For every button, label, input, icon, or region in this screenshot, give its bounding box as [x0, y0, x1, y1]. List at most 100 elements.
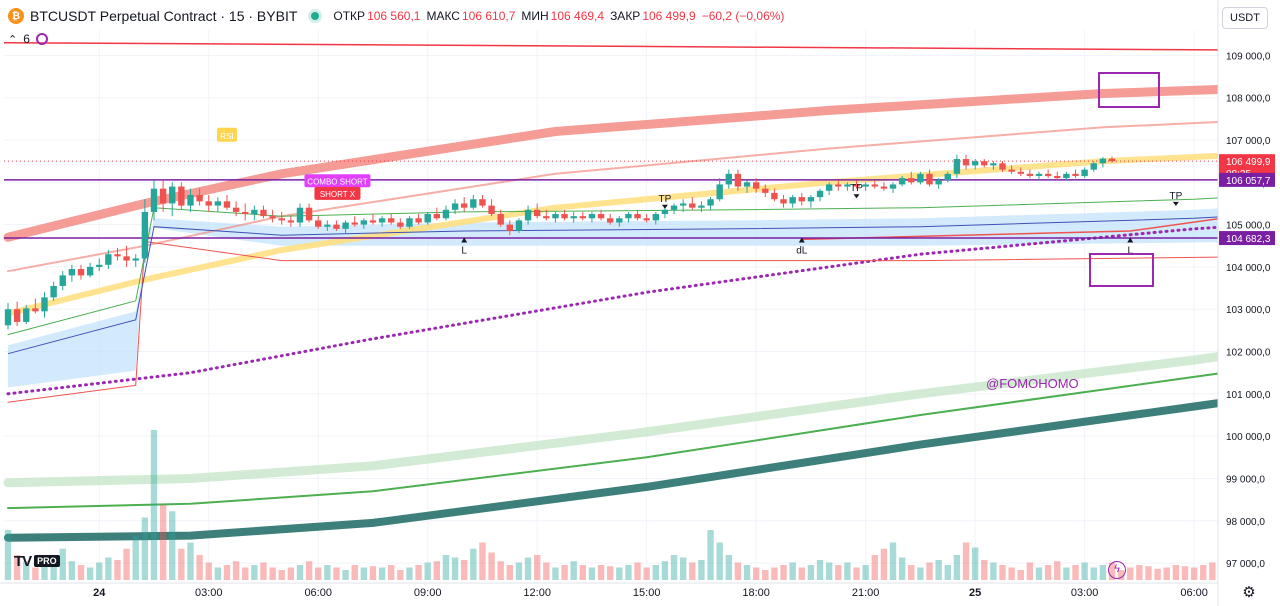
- candle-body: [880, 186, 888, 189]
- candle-body: [4, 309, 12, 326]
- candle-body: [178, 186, 185, 206]
- candle-body: [771, 192, 778, 200]
- volume-bar: [780, 565, 787, 580]
- time-tick-label: 12:00: [523, 587, 551, 599]
- indicators-toggle[interactable]: ⌃ 6: [8, 31, 48, 47]
- time-tick-label: 06:00: [304, 587, 332, 599]
- candle-body: [315, 220, 322, 227]
- high-label: МАКС: [426, 9, 460, 23]
- candle-body: [41, 297, 48, 312]
- volume-bar: [242, 567, 249, 580]
- eye-icon[interactable]: [35, 33, 48, 45]
- candle-body: [415, 218, 422, 223]
- volume-bar: [853, 567, 860, 580]
- volume-bar: [880, 548, 888, 580]
- price-label-bg: [1219, 172, 1275, 187]
- candle-body: [789, 197, 796, 204]
- volume-bar: [96, 562, 103, 580]
- volume-bar: [634, 562, 641, 580]
- volume-bar: [50, 557, 57, 580]
- candle-body: [953, 159, 961, 174]
- low-value: 106 469,4: [550, 9, 605, 23]
- volume-bar: [1190, 567, 1198, 580]
- signal-icon[interactable]: ϟ: [1108, 561, 1126, 579]
- chevron-up-icon[interactable]: ⌃: [8, 33, 18, 46]
- change-value: −60,2 (−0,06%): [701, 9, 785, 23]
- candle-body: [287, 220, 295, 223]
- series-band-red-upper: [3, 82, 1280, 242]
- short-x-label: SHORT X: [320, 190, 356, 199]
- rsi-signal-label: RSI: [220, 132, 233, 141]
- candle-body: [908, 178, 915, 183]
- volume-bar: [588, 567, 596, 580]
- volume-bar: [451, 557, 459, 580]
- volume-bar: [862, 565, 869, 580]
- candle-body: [278, 218, 285, 221]
- combo-short-label: COMBO SHORT: [307, 177, 367, 186]
- volume-bar: [1035, 567, 1043, 580]
- candle-body: [1090, 163, 1097, 170]
- candle-body: [807, 197, 815, 202]
- volume-bar: [32, 567, 39, 580]
- volume-bar: [214, 567, 222, 580]
- volume-bar: [223, 565, 231, 580]
- long-label: L: [1127, 246, 1133, 257]
- candle-body: [944, 173, 951, 181]
- price-tick-label: 97 000,0: [1226, 559, 1265, 570]
- volume-bar: [1163, 567, 1170, 580]
- long-arrow: [461, 237, 468, 243]
- candle-body: [424, 214, 431, 223]
- tp-arrow: [853, 194, 860, 199]
- volume-bar: [561, 565, 568, 580]
- volume-bar: [369, 566, 377, 580]
- candle-body: [251, 209, 258, 215]
- low-label: МИН: [521, 9, 549, 23]
- time-axis[interactable]: 24 03:00 06:00 09:00 12:00 15:00 18:00 21:00 25 0…: [0, 582, 1218, 599]
- currency-selector[interactable]: USDT: [1222, 7, 1268, 29]
- volume-bar: [287, 567, 295, 580]
- candle-body: [269, 216, 276, 219]
- annotation-boxes: [1089, 72, 1160, 287]
- series-lower-thin-red: [7, 241, 1280, 403]
- candle-body: [707, 199, 714, 206]
- candle-body: [360, 220, 368, 225]
- volume-bar: [725, 555, 732, 580]
- volume-bar: [4, 530, 12, 580]
- candle-body: [296, 207, 304, 223]
- price-label-text: 104 682,3: [1226, 234, 1271, 245]
- candle-body: [232, 207, 240, 212]
- tp-arrow: [661, 204, 668, 209]
- time-tick-label: 24: [93, 587, 106, 599]
- price-tick-label: 108 000,0: [1226, 94, 1271, 105]
- candle-body: [515, 220, 523, 231]
- candle-body: [23, 308, 30, 322]
- volume-bar: [150, 430, 158, 580]
- candle-body: [616, 218, 623, 223]
- volume-bar: [159, 505, 167, 580]
- volume-bar: [251, 565, 258, 580]
- volume-bar: [196, 555, 203, 580]
- candle-body: [716, 184, 723, 200]
- volume-bar: [205, 562, 212, 580]
- price-label-text: 106 057,7: [1226, 176, 1271, 187]
- candle-body: [479, 199, 486, 206]
- open-label: ОТКР: [333, 9, 366, 23]
- volume-bar: [579, 565, 587, 580]
- volume-bar: [1200, 565, 1207, 580]
- tradingview-logo[interactable]: TV PRO: [14, 553, 60, 570]
- candle-body: [461, 203, 468, 208]
- volume-bar: [269, 567, 276, 580]
- volume-bar: [342, 570, 349, 580]
- volume-bar: [461, 560, 468, 580]
- high-value: 106 610,7: [461, 9, 516, 23]
- price-tick-label: 105 000,0: [1226, 221, 1271, 232]
- symbol-title[interactable]: BTCUSDT Perpetual Contract · 15 · BYBIT: [30, 8, 298, 24]
- volume-bar: [59, 548, 66, 580]
- volume-bar: [990, 562, 997, 580]
- volume-bar: [999, 565, 1006, 580]
- volume-bar: [707, 530, 714, 580]
- gear-icon[interactable]: ⚙: [1242, 584, 1256, 601]
